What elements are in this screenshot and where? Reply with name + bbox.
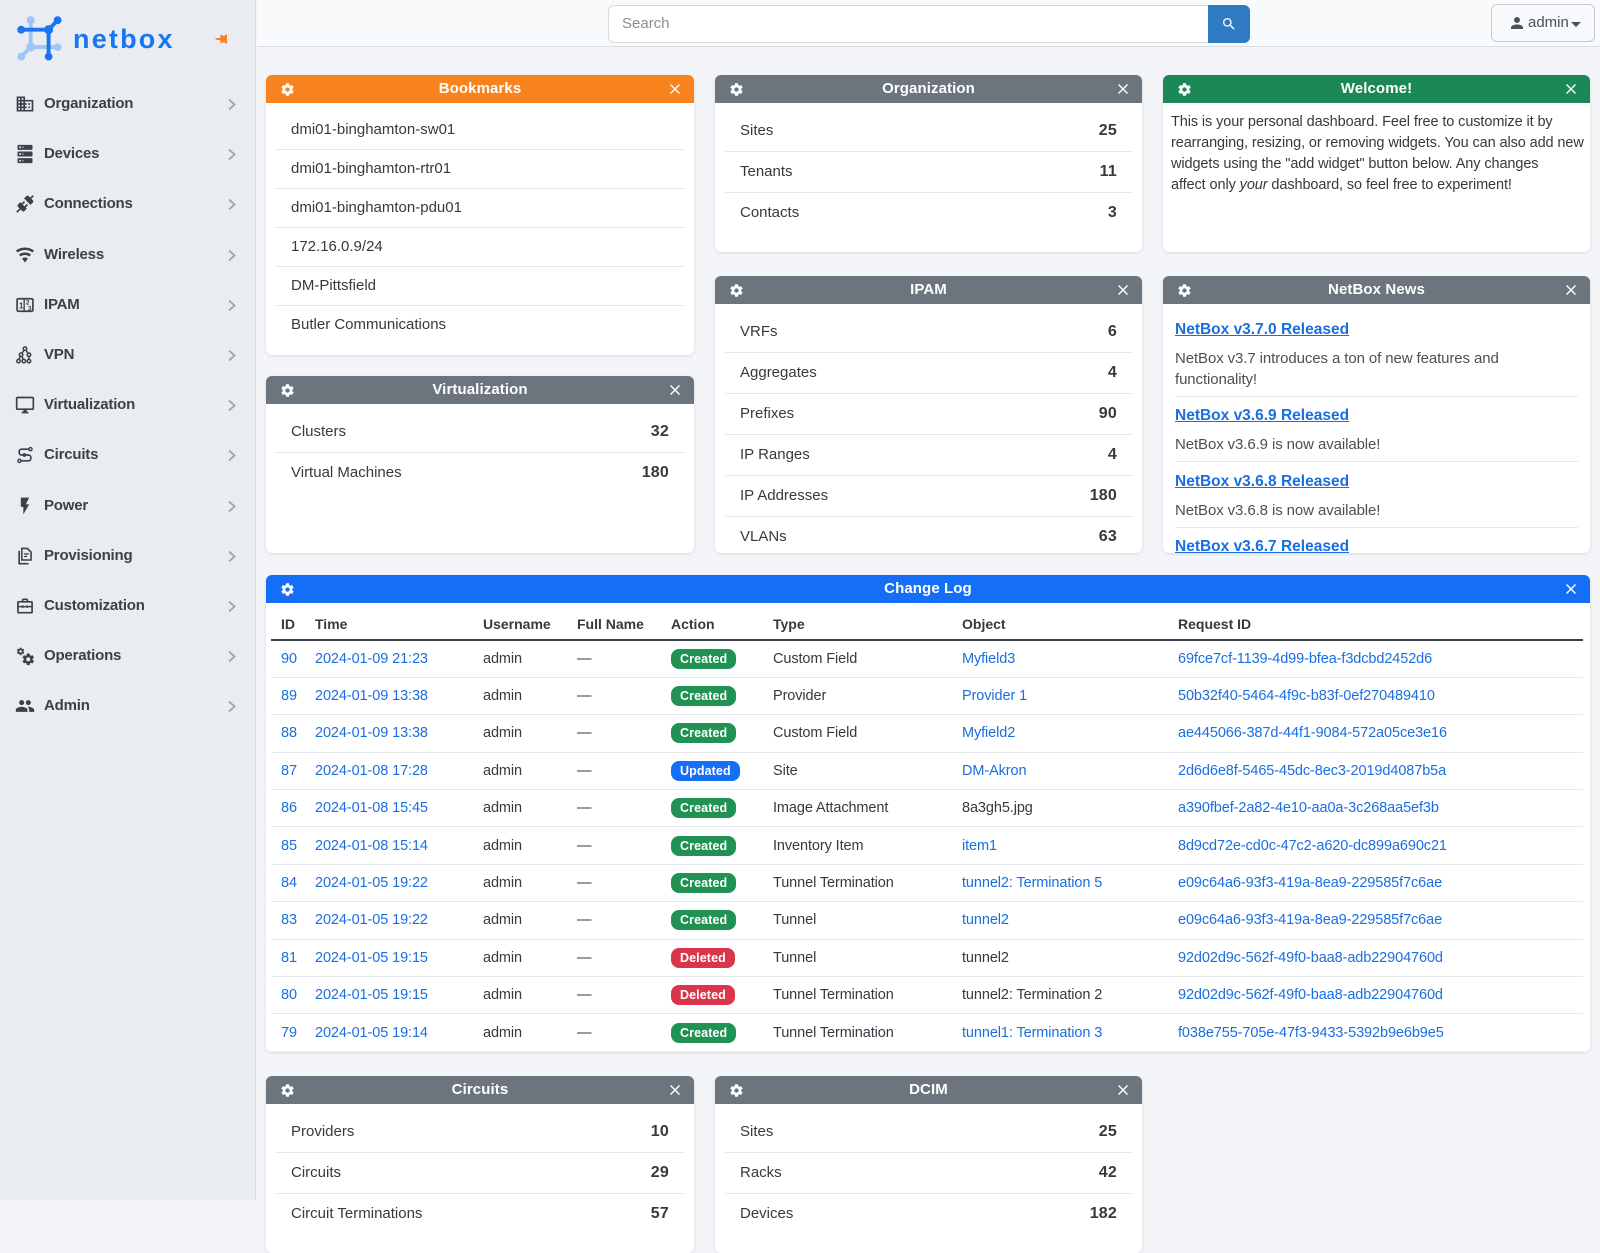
svg-text:1: 1 (19, 300, 24, 310)
svg-text:2: 2 (26, 299, 30, 306)
svg-text:3: 3 (28, 305, 32, 312)
